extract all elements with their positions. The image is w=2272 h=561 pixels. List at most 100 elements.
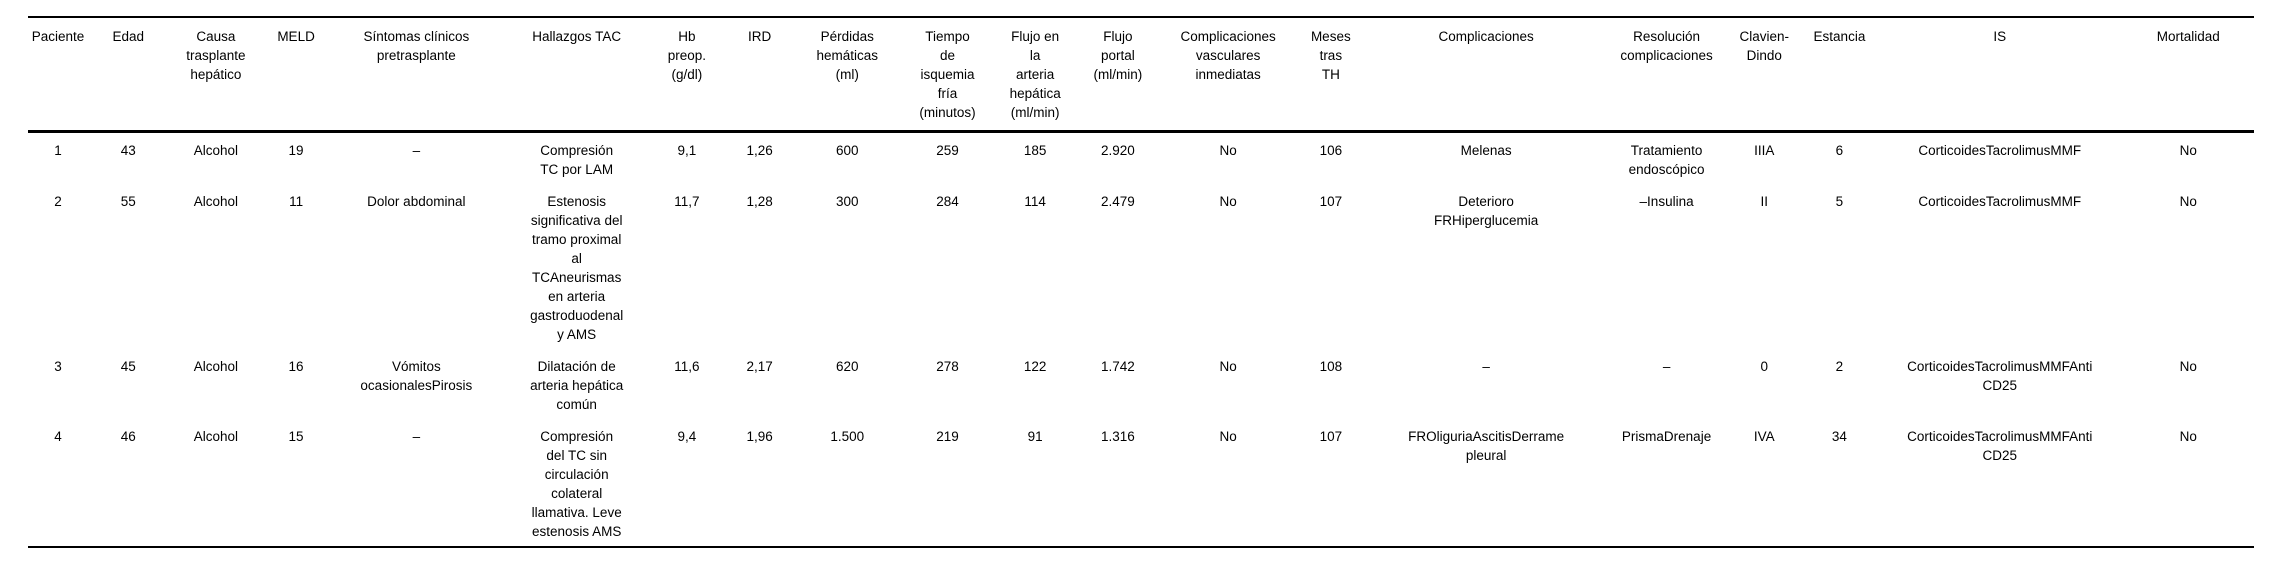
cell-r4-complicaciones: FROliguriaAscitisDerrame pleural [1408,429,1565,463]
cell-r4-meses-tras-th: 107 [1319,429,1343,444]
cell-r3-compl-vasculares: No [1219,359,1237,374]
cell-r4-causa-trasplante: Alcohol [193,429,239,444]
cell-r3-tiempo-isquemia: 278 [936,359,959,374]
cell-r1-flujo-arteria: 185 [1023,143,1047,158]
cell-r1-is: CorticoidesTacrolimusMMF [1918,143,2082,158]
cell-r4-sintomas: – [412,429,421,444]
cell-r1-estancia: 6 [1835,143,1844,158]
cell-r1-flujo-portal: 2.920 [1100,143,1135,158]
cell-r3-causa-trasplante: Alcohol [193,359,239,374]
cell-r2-tiempo-isquemia: 284 [936,194,959,209]
cell-r2-ird: 1,28 [746,194,773,209]
patient-outcomes-table: Paciente Edad Causa trasplante hepático … [28,16,2254,548]
cell-r4-mortalidad: No [2179,429,2197,444]
cell-r2-edad: 55 [120,194,136,209]
col-header-perdidas: Pérdidas hemáticas (ml) [794,17,900,133]
col-header-edad: Edad [88,17,169,133]
col-header-compl-vasculares: Complicaciones vasculares inmediatas [1160,17,1296,133]
cell-r2-clavien-dindo: II [1760,194,1769,209]
cell-r2-meld: 11 [289,194,304,209]
cell-r2-meses-tras-th: 107 [1319,194,1343,209]
col-header-causa-trasplante: Causa trasplante hepático [168,17,264,133]
cell-r3-estancia: 2 [1835,359,1844,374]
col-header-sintomas: Síntomas clínicos pretrasplante [328,17,505,133]
cell-r1-sintomas: – [412,143,421,158]
cell-r3-hb-preop: 11,6 [674,359,700,374]
cell-r1-meld: 19 [288,143,304,158]
cell-r3-complicaciones: – [1482,359,1490,374]
col-header-estancia: Estancia [1801,17,1878,133]
cell-r2-mortalidad: No [2179,194,2197,209]
cell-r4-is: CorticoidesTacrolimusMMFAnti CD25 [1907,429,2093,463]
cell-r4-compl-vasculares: No [1219,429,1237,444]
cell-r2-estancia: 5 [1835,194,1844,209]
col-header-mortalidad: Mortalidad [2122,17,2254,133]
cell-r2-perdidas: 300 [836,194,859,209]
col-header-meld: MELD [263,17,329,133]
col-header-tiempo-isquemia: Tiempo de isquemia fría (minutos) [899,17,996,133]
cell-r3-mortalidad: No [2179,359,2197,374]
cell-r3-is: CorticoidesTacrolimusMMFAnti CD25 [1907,359,2093,393]
cell-r2-is: CorticoidesTacrolimusMMF [1918,194,2082,209]
cell-r2-compl-vasculares: No [1219,194,1237,209]
col-header-hallazgos-tac: Hallazgos TAC [504,17,650,133]
cell-r1-clavien-dindo: IIIA [1754,143,1775,158]
cell-r4-ird: 1,96 [746,429,773,444]
cell-r2-flujo-arteria: 114 [1024,194,1046,209]
cell-r4-perdidas: 1.500 [830,429,865,444]
cell-r1-hallazgos-tac: Compresión TC por LAM [540,143,614,177]
table-body: 1 43 Alcohol 19 – Compresión TC por LAM … [28,132,2254,548]
cell-r1-resolucion: Tratamiento endoscópico [1628,143,1705,177]
cell-r1-causa-trasplante: Alcohol [193,143,239,158]
table-row-patient-1: 1 43 Alcohol 19 – Compresión TC por LAM … [28,132,2254,185]
col-header-is: IS [1877,17,2123,133]
cell-r4-flujo-arteria: 91 [1027,429,1043,444]
col-header-ird: IRD [724,17,795,133]
cell-r1-paciente: 1 [54,143,62,158]
col-header-clavien-dindo: Clavien- Dindo [1726,17,1802,133]
cell-r1-edad: 43 [120,143,136,158]
cell-r4-hallazgos-tac: Compresión del TC sin circulación colate… [531,429,622,539]
cell-r4-meld: 15 [288,429,304,444]
cell-r3-perdidas: 620 [836,359,859,374]
cell-r3-paciente: 3 [54,359,62,374]
cell-r2-paciente: 2 [54,194,62,209]
cell-r1-perdidas: 600 [836,143,859,158]
cell-r1-ird: 1,26 [746,143,773,158]
cell-r2-complicaciones: Deterioro FRHiperglucemia [1434,194,1539,228]
cell-r3-flujo-portal: 1.742 [1100,359,1135,374]
cell-r3-hallazgos-tac: Dilatación de arteria hepática común [530,359,624,412]
cell-r2-hallazgos-tac: Estenosis significativa del tramo proxim… [530,194,624,342]
cell-r4-edad: 46 [120,429,136,444]
cell-r4-resolucion: PrismaDrenaje [1621,429,1712,444]
col-header-flujo-arteria: Flujo en la arteria hepática (ml/min) [995,17,1076,133]
table-header: Paciente Edad Causa trasplante hepático … [28,17,2254,133]
cell-r1-mortalidad: No [2179,143,2197,158]
col-header-hb-preop: Hb preop. (g/dl) [649,17,725,133]
table-row-patient-3: 3 45 Alcohol 16 Vómitos ocasionalesPiros… [28,349,2254,419]
cell-r2-sintomas: Dolor abdominal [367,194,466,209]
col-header-flujo-portal: Flujo portal (ml/min) [1075,17,1161,133]
cell-r2-hb-preop: 11,7 [674,194,700,209]
cell-r1-compl-vasculares: No [1219,143,1237,158]
cell-r3-meld: 16 [288,359,304,374]
cell-r4-flujo-portal: 1.316 [1100,429,1135,444]
col-header-resolucion: Resolución complicaciones [1606,17,1727,133]
cell-r1-tiempo-isquemia: 259 [936,143,959,158]
cell-r2-resolucion: –Insulina [1639,194,1694,209]
cell-r4-paciente: 4 [54,429,62,444]
cell-r4-estancia: 34 [1831,429,1847,444]
cell-r3-ird: 2,17 [746,359,773,374]
header-row: Paciente Edad Causa trasplante hepático … [28,17,2254,133]
cell-r1-complicaciones: Melenas [1460,143,1512,158]
cell-r3-meses-tras-th: 108 [1319,359,1343,374]
cell-r3-edad: 45 [120,359,136,374]
cell-r4-clavien-dindo: IVA [1753,429,1775,444]
cell-r3-clavien-dindo: 0 [1760,359,1769,374]
cell-r1-meses-tras-th: 106 [1319,143,1343,158]
col-header-complicaciones: Complicaciones [1365,17,1607,133]
cell-r3-sintomas: Vómitos ocasionalesPirosis [360,359,473,393]
cell-r2-causa-trasplante: Alcohol [193,194,239,209]
table-row-patient-2: 2 55 Alcohol 11 Dolor abdominal Estenosi… [28,184,2254,349]
